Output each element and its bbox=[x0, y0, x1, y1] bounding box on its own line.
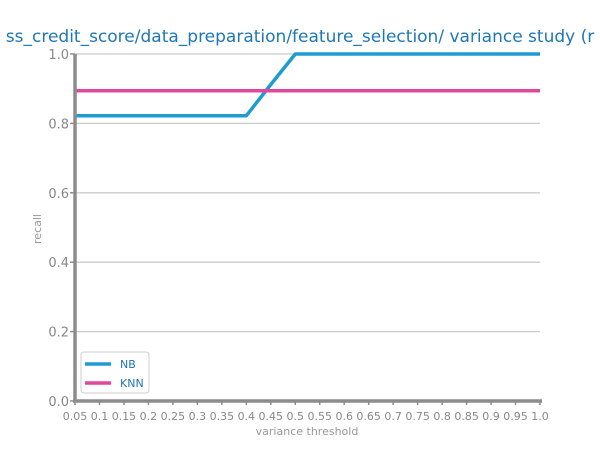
x-tick-label-14: 0.75 bbox=[405, 410, 430, 423]
x-tick-label-9: 0.5 bbox=[287, 410, 305, 423]
x-tick-label-19: 1.0 bbox=[531, 410, 549, 423]
y-tick-label-2: 0.4 bbox=[48, 256, 69, 271]
legend: NB KNN bbox=[80, 351, 150, 394]
y-tick-label-4: 0.8 bbox=[48, 117, 69, 132]
y-axis-label: recall bbox=[31, 214, 44, 244]
chart-title: ss_credit_score/data_preparation/feature… bbox=[6, 27, 594, 47]
x-tick-label-5: 0.3 bbox=[189, 410, 207, 423]
y-tick-labels: 0.0 0.2 0.4 0.6 0.8 1.0 bbox=[48, 48, 69, 410]
x-tick-label-15: 0.8 bbox=[433, 410, 451, 423]
y-tick-label-5: 1.0 bbox=[48, 48, 69, 63]
legend-label-nb: NB bbox=[120, 358, 136, 371]
x-tick-label-6: 0.35 bbox=[210, 410, 235, 423]
y-tick-label-3: 0.6 bbox=[48, 187, 69, 202]
grid-lines bbox=[75, 53, 540, 333]
x-tick-label-1: 0.1 bbox=[91, 410, 109, 423]
x-tick-label-2: 0.15 bbox=[112, 410, 137, 423]
x-tick-label-12: 0.65 bbox=[356, 410, 381, 423]
x-tick-labels: 0.05 0.1 0.15 0.2 0.25 0.3 0.35 0.4 0.45 0.5 0.55 0… bbox=[63, 410, 549, 423]
x-tick-label-11: 0.6 bbox=[335, 410, 353, 423]
axes bbox=[70, 53, 542, 405]
x-tick-label-3: 0.2 bbox=[140, 410, 158, 423]
series-line-nb bbox=[75, 52, 540, 118]
x-tick-label-10: 0.55 bbox=[307, 410, 332, 423]
x-tick-label-0: 0.05 bbox=[63, 410, 88, 423]
legend-label-knn: KNN bbox=[120, 377, 144, 390]
x-tick-label-16: 0.85 bbox=[454, 410, 479, 423]
y-tick-label-0: 0.0 bbox=[48, 395, 69, 410]
series-layer bbox=[75, 52, 540, 118]
x-tick-label-18: 0.95 bbox=[503, 410, 528, 423]
y-tick-label-1: 0.2 bbox=[48, 326, 69, 341]
x-tick-label-7: 0.4 bbox=[238, 410, 256, 423]
x-tick-label-4: 0.25 bbox=[161, 410, 186, 423]
x-tick-label-13: 0.7 bbox=[384, 410, 402, 423]
x-tick-label-8: 0.45 bbox=[259, 410, 284, 423]
x-tick-label-17: 0.9 bbox=[482, 410, 500, 423]
x-axis-label: variance threshold bbox=[256, 425, 359, 438]
